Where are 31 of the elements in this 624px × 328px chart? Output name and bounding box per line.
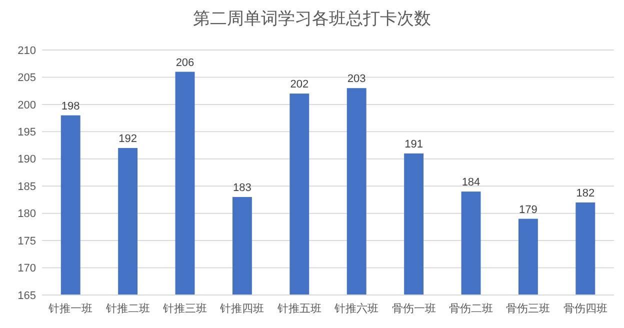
data-label: 179 [519, 204, 538, 216]
data-label: 202 [290, 78, 309, 91]
x-tick-label: 骨伤二班 [449, 302, 493, 315]
x-tick-label: 骨伤四班 [563, 302, 608, 315]
data-label: 206 [176, 56, 194, 69]
y-tick-label: 200 [18, 99, 36, 112]
y-tick-label: 165 [18, 290, 36, 302]
y-tick-label: 190 [18, 154, 36, 166]
data-label: 182 [576, 187, 595, 200]
chart-title: 第二周单词学习各班总打卡次数 [193, 9, 431, 28]
data-label: 192 [118, 133, 137, 145]
y-tick-label: 185 [18, 180, 36, 193]
x-tick-label: 针推三班 [162, 302, 207, 315]
data-label: 184 [462, 176, 480, 189]
y-tick-label: 210 [18, 44, 36, 57]
y-tick-label: 170 [18, 262, 36, 275]
x-tick-label: 针推五班 [276, 302, 322, 315]
y-tick-label: 180 [18, 208, 36, 220]
data-label: 191 [404, 138, 423, 150]
data-label: 203 [347, 73, 366, 86]
y-tick-label: 175 [18, 235, 36, 248]
x-tick-label: 针推一班 [48, 302, 93, 315]
x-tick-label: 针推六班 [334, 302, 379, 315]
data-label: 198 [61, 100, 80, 112]
y-tick-label: 205 [18, 72, 36, 84]
x-tick-label: 针推四班 [219, 302, 264, 315]
x-tick-label: 骨伤三班 [506, 302, 550, 315]
x-tick-label: 针推二班 [104, 302, 150, 315]
x-tick-label: 骨伤一班 [392, 302, 436, 315]
data-label: 183 [233, 182, 252, 194]
y-tick-label: 195 [18, 126, 36, 139]
